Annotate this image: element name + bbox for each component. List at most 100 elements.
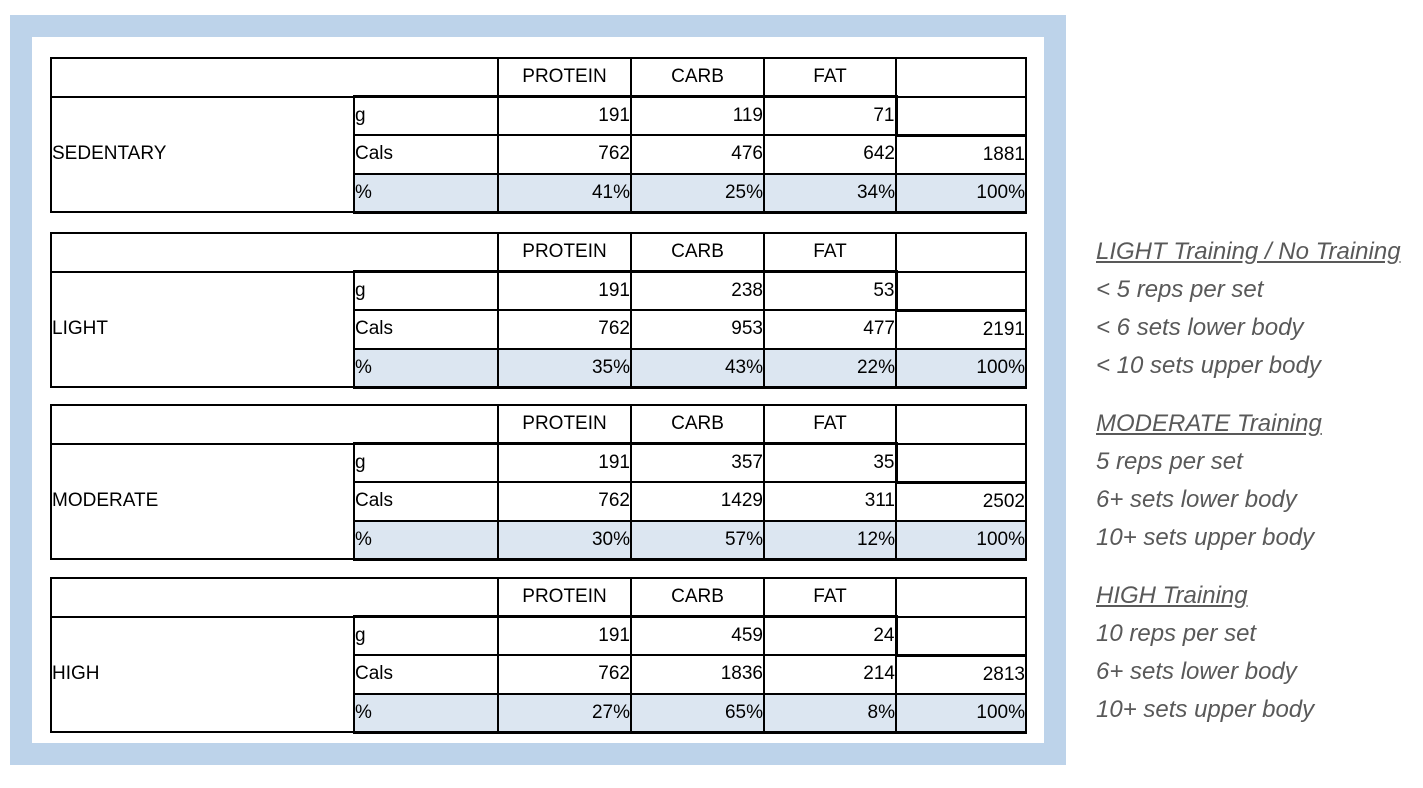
row-spacer — [895, 615, 1027, 656]
row-spacer — [895, 442, 1027, 483]
note-moderate-training: MODERATE Training 5 reps per set 6+ sets… — [1096, 405, 1423, 557]
column-header-carb: CARB — [630, 57, 765, 98]
activity-label-moderate: MODERATE — [50, 442, 355, 560]
percent-total-cell: 100% — [895, 692, 1027, 734]
cals-protein-cell: 762 — [497, 309, 632, 350]
header-spacer — [895, 404, 1027, 445]
note-title: HIGH Training — [1096, 582, 1248, 609]
row-spacer — [895, 270, 1027, 311]
percent-fat-cell: 8% — [763, 692, 897, 734]
row-label-percent: % — [353, 519, 499, 561]
grams-protein-cell: 191 — [497, 615, 632, 656]
row-label-grams: g — [353, 270, 499, 311]
cals-fat-cell: 311 — [763, 481, 897, 522]
activity-label-light: LIGHT — [50, 270, 355, 388]
cals-protein-cell: 762 — [497, 134, 632, 175]
percent-protein-cell: 35% — [497, 347, 632, 389]
column-header-carb: CARB — [630, 232, 765, 273]
header-spacer — [895, 57, 1027, 98]
column-header-fat: FAT — [763, 404, 897, 445]
grams-protein-cell: 191 — [497, 95, 632, 136]
cals-protein-cell: 762 — [497, 481, 632, 522]
column-header-carb: CARB — [630, 577, 765, 618]
header-spacer — [50, 404, 499, 445]
activity-label-high: HIGH — [50, 615, 355, 733]
grams-carb-cell: 357 — [630, 442, 765, 483]
note-line: 10+ sets upper body — [1096, 696, 1315, 723]
column-header-fat: FAT — [763, 57, 897, 98]
cals-carb-cell: 953 — [630, 309, 765, 350]
row-label-percent: % — [353, 347, 499, 389]
cals-fat-cell: 214 — [763, 654, 897, 695]
grams-carb-cell: 238 — [630, 270, 765, 311]
cals-carb-cell: 1836 — [630, 654, 765, 695]
percent-protein-cell: 41% — [497, 172, 632, 214]
note-line: < 6 sets lower body — [1096, 314, 1304, 341]
grams-protein-cell: 191 — [497, 270, 632, 311]
cals-carb-cell: 476 — [630, 134, 765, 175]
note-high-training: HIGH Training 10 reps per set 6+ sets lo… — [1096, 577, 1423, 729]
header-spacer — [895, 232, 1027, 273]
grams-carb-cell: 459 — [630, 615, 765, 656]
note-line: 10+ sets upper body — [1096, 524, 1315, 551]
row-spacer — [895, 95, 1027, 136]
note-line: 6+ sets lower body — [1096, 486, 1297, 513]
cals-total-cell: 2813 — [895, 653, 1027, 695]
cals-total-cell: 2502 — [895, 480, 1027, 522]
column-header-fat: FAT — [763, 577, 897, 618]
note-light-training: LIGHT Training / No Training < 5 reps pe… — [1096, 233, 1423, 385]
grams-carb-cell: 119 — [630, 95, 765, 136]
grams-fat-cell: 53 — [763, 270, 898, 311]
row-label-cals: Cals — [353, 654, 499, 695]
row-label-cals: Cals — [353, 309, 499, 350]
row-label-grams: g — [353, 95, 499, 136]
grams-protein-cell: 191 — [497, 442, 632, 483]
note-line: < 5 reps per set — [1096, 276, 1264, 303]
cals-carb-cell: 1429 — [630, 481, 765, 522]
percent-carb-cell: 25% — [630, 172, 765, 214]
note-title: MODERATE Training — [1096, 410, 1322, 437]
percent-carb-cell: 65% — [630, 692, 765, 734]
row-label-cals: Cals — [353, 481, 499, 522]
row-label-percent: % — [353, 692, 499, 734]
percent-total-cell: 100% — [895, 347, 1027, 389]
percent-protein-cell: 30% — [497, 519, 632, 561]
framed-panel: PROTEIN CARB FAT SEDENTARY g 191 119 71 … — [10, 15, 1066, 765]
column-header-fat: FAT — [763, 232, 897, 273]
macro-table-high: PROTEIN CARB FAT HIGH g 191 459 24 Cals … — [50, 577, 1027, 734]
macro-table-light: PROTEIN CARB FAT LIGHT g 191 238 53 Cals… — [50, 232, 1027, 389]
grams-fat-cell: 24 — [763, 615, 898, 656]
header-spacer — [50, 232, 499, 273]
column-header-protein: PROTEIN — [497, 577, 632, 618]
percent-carb-cell: 57% — [630, 519, 765, 561]
grams-fat-cell: 35 — [763, 442, 898, 483]
percent-fat-cell: 12% — [763, 519, 897, 561]
activity-label-sedentary: SEDENTARY — [50, 95, 355, 213]
cals-fat-cell: 642 — [763, 134, 897, 175]
macro-table-moderate: PROTEIN CARB FAT MODERATE g 191 357 35 C… — [50, 404, 1027, 561]
cals-fat-cell: 477 — [763, 309, 897, 350]
column-header-protein: PROTEIN — [497, 232, 632, 273]
grams-fat-cell: 71 — [763, 95, 898, 136]
note-line: < 10 sets upper body — [1096, 352, 1321, 379]
percent-fat-cell: 34% — [763, 172, 897, 214]
column-header-carb: CARB — [630, 404, 765, 445]
percent-fat-cell: 22% — [763, 347, 897, 389]
note-line: 5 reps per set — [1096, 448, 1243, 475]
percent-total-cell: 100% — [895, 519, 1027, 561]
row-label-cals: Cals — [353, 134, 499, 175]
cals-protein-cell: 762 — [497, 654, 632, 695]
row-label-grams: g — [353, 615, 499, 656]
percent-total-cell: 100% — [895, 172, 1027, 214]
note-line: 10 reps per set — [1096, 620, 1257, 647]
percent-protein-cell: 27% — [497, 692, 632, 734]
column-header-protein: PROTEIN — [497, 57, 632, 98]
row-label-percent: % — [353, 172, 499, 214]
column-header-protein: PROTEIN — [497, 404, 632, 445]
header-spacer — [895, 577, 1027, 618]
row-label-grams: g — [353, 442, 499, 483]
header-spacer — [50, 57, 499, 98]
header-spacer — [50, 577, 499, 618]
cals-total-cell: 2191 — [895, 308, 1027, 350]
percent-carb-cell: 43% — [630, 347, 765, 389]
